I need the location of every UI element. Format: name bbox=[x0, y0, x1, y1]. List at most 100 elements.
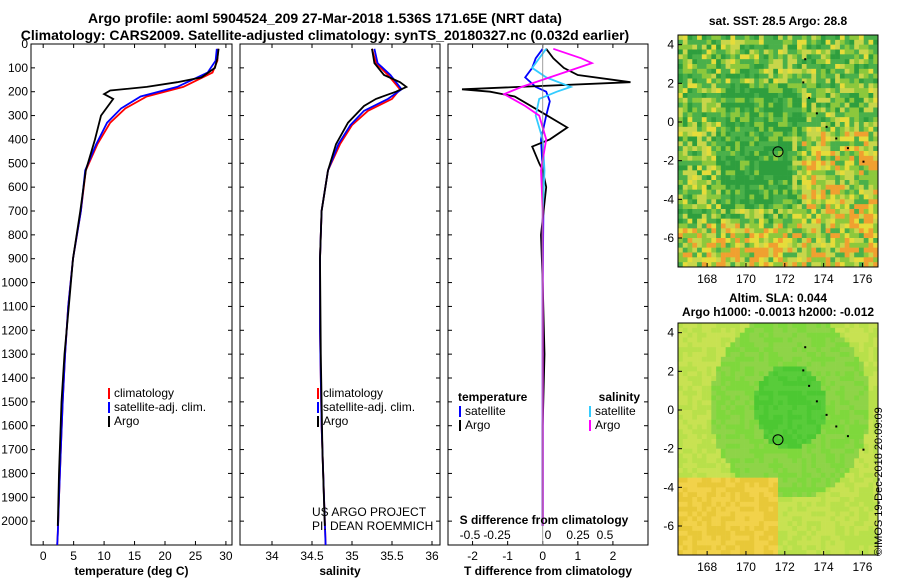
map-cell bbox=[701, 228, 707, 234]
island-marker bbox=[804, 346, 807, 349]
map-cell bbox=[711, 463, 717, 469]
map-cell bbox=[768, 59, 774, 65]
map-cell bbox=[768, 424, 774, 430]
map-cell bbox=[811, 88, 817, 94]
map-cell bbox=[797, 448, 803, 454]
map-cell bbox=[806, 54, 812, 60]
map-cell bbox=[754, 204, 760, 210]
map-cell bbox=[801, 458, 807, 464]
map-cell bbox=[797, 342, 803, 348]
map-cell bbox=[825, 405, 831, 411]
map-cell bbox=[854, 434, 860, 440]
map-cell bbox=[716, 482, 722, 488]
map-cell bbox=[706, 184, 712, 190]
map-cell bbox=[744, 184, 750, 190]
map-cell bbox=[854, 242, 860, 248]
map-cell bbox=[697, 526, 703, 532]
map-cell bbox=[687, 218, 693, 224]
map-cell bbox=[830, 410, 836, 416]
map-cell bbox=[711, 545, 717, 551]
map-cell bbox=[763, 112, 769, 118]
map-cell bbox=[873, 443, 879, 449]
map-cell bbox=[778, 482, 784, 488]
map-cell bbox=[711, 323, 717, 329]
map-cell bbox=[854, 448, 860, 454]
map-cell bbox=[806, 323, 812, 329]
map-cell bbox=[811, 35, 817, 41]
map-cell bbox=[716, 180, 722, 186]
map-cell bbox=[744, 390, 750, 396]
map-cell bbox=[706, 361, 712, 367]
map-cell bbox=[678, 497, 684, 503]
map-cell bbox=[849, 151, 855, 157]
map-cell bbox=[863, 39, 869, 45]
map-cell bbox=[782, 472, 788, 478]
map-cell bbox=[854, 390, 860, 396]
map-cell bbox=[706, 228, 712, 234]
map-cell bbox=[754, 448, 760, 454]
map-cell bbox=[839, 511, 845, 517]
map-cell bbox=[787, 453, 793, 459]
map-cell bbox=[797, 468, 803, 474]
map-cell bbox=[692, 366, 698, 372]
map-cell bbox=[739, 511, 745, 517]
map-cell bbox=[787, 49, 793, 55]
map-cell bbox=[735, 223, 741, 229]
map-cell bbox=[830, 468, 836, 474]
map-cell bbox=[797, 64, 803, 70]
map-cell bbox=[835, 112, 841, 118]
map-cell bbox=[773, 434, 779, 440]
map-cell bbox=[797, 112, 803, 118]
map-cell bbox=[830, 352, 836, 358]
map-cell bbox=[782, 78, 788, 84]
map-cell bbox=[754, 530, 760, 536]
map-cell bbox=[692, 453, 698, 459]
map-cell bbox=[706, 233, 712, 239]
map-cell bbox=[858, 516, 865, 522]
map-cell bbox=[844, 73, 850, 79]
map-cell bbox=[720, 352, 726, 358]
map-cell bbox=[706, 448, 712, 454]
map-cell bbox=[763, 78, 769, 84]
map-cell bbox=[682, 44, 688, 50]
map-cell bbox=[782, 395, 788, 401]
map-cell bbox=[839, 247, 845, 253]
map-cell bbox=[768, 49, 774, 55]
map-cell bbox=[682, 73, 688, 79]
map-cell bbox=[735, 78, 741, 84]
map-cell bbox=[825, 107, 831, 113]
map-cell bbox=[711, 434, 717, 440]
map-cell bbox=[763, 242, 769, 248]
map-cell bbox=[730, 410, 736, 416]
map-cell bbox=[773, 194, 779, 200]
map-cell bbox=[778, 390, 784, 396]
map-cell bbox=[835, 439, 841, 445]
map-cell bbox=[863, 434, 869, 440]
map-cell bbox=[754, 356, 760, 362]
map-cell bbox=[778, 35, 784, 41]
map-cell bbox=[735, 68, 741, 74]
map-cell bbox=[825, 366, 831, 372]
map-cell bbox=[735, 458, 741, 464]
map-cell bbox=[773, 477, 779, 483]
map-cell bbox=[758, 175, 765, 181]
map-cell bbox=[835, 414, 841, 420]
map-cell bbox=[806, 213, 812, 219]
map-cell bbox=[787, 146, 793, 152]
map-cell bbox=[863, 477, 869, 483]
map-cell bbox=[763, 39, 769, 45]
map-cell bbox=[735, 194, 741, 200]
map-cell bbox=[820, 501, 826, 507]
y-tick-label: 1300 bbox=[1, 347, 28, 361]
map-cell bbox=[773, 223, 779, 229]
map-cell bbox=[692, 160, 698, 166]
map-cell bbox=[701, 93, 707, 99]
map-cell bbox=[678, 347, 684, 353]
map-cell bbox=[763, 233, 769, 239]
map-cell bbox=[706, 405, 712, 411]
map-cell bbox=[825, 204, 831, 210]
map-cell bbox=[773, 39, 779, 45]
map-cell bbox=[868, 472, 874, 478]
map-cell bbox=[706, 550, 712, 556]
map-cell bbox=[858, 88, 865, 94]
